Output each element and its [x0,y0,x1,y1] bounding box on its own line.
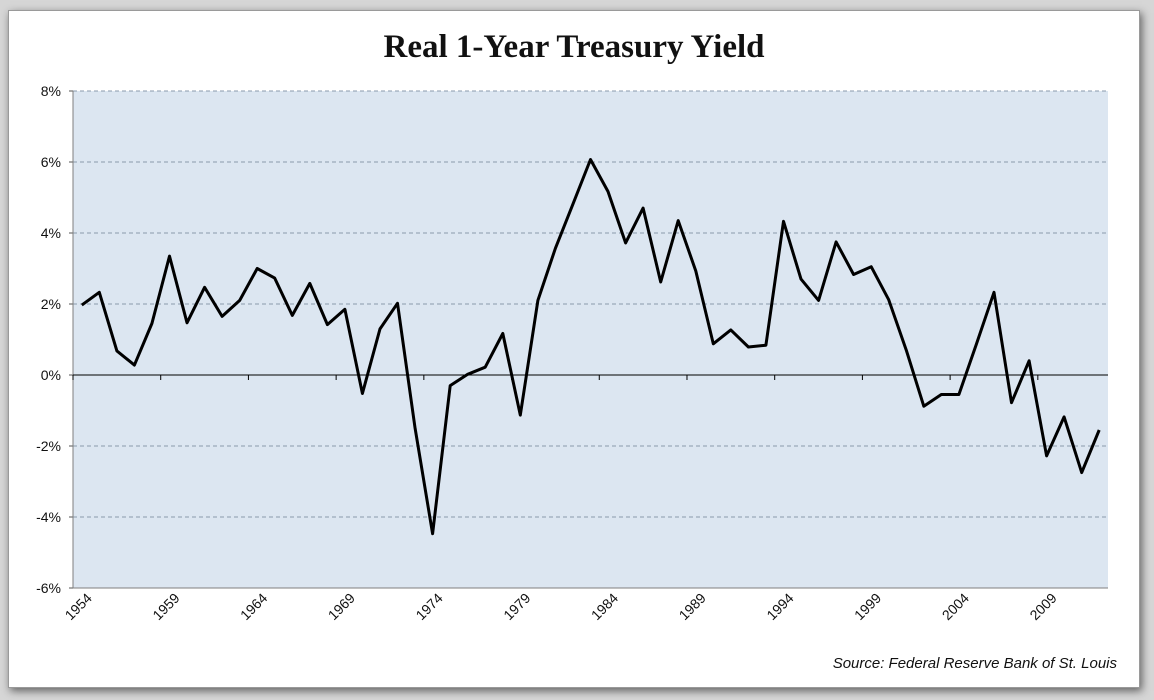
data-point [203,286,206,289]
data-point [607,190,610,193]
data-point [98,291,101,294]
x-tick-label: 1999 [851,590,884,623]
data-point [80,304,83,307]
data-point [361,392,364,395]
data-point [1028,359,1031,362]
data-point [922,405,925,408]
data-point [466,373,469,376]
data-point [501,332,504,335]
chart-title: Real 1-Year Treasury Yield [383,29,765,65]
data-point [835,240,838,243]
y-tick-label: 0% [41,367,61,383]
data-point [484,366,487,369]
chart-frame: Real 1-Year Treasury Yield 8% 6% 4% 2% 0% -2%… [8,10,1140,688]
data-point [256,267,259,270]
data-point [571,202,574,205]
y-tick-label: -4% [36,509,61,525]
plot-area: 8% 6% 4% 2% 0% -2% -4% -6%1954 1959 1964 1969 1974 1… [36,83,1108,623]
data-point [905,349,908,352]
y-tick-label: 2% [41,296,61,312]
plot-background [73,91,1108,588]
data-point [1063,415,1066,418]
x-tick-label: 1984 [588,590,621,623]
y-tick-label: 6% [41,154,61,170]
x-tick-label: 1969 [325,590,358,623]
data-point [694,269,697,272]
data-point [1010,401,1013,404]
y-tick-label: -2% [36,438,61,454]
data-point [396,302,399,305]
data-point [536,299,539,302]
data-point [115,349,118,352]
data-point [940,393,943,396]
data-point [273,277,276,280]
data-point [764,344,767,347]
data-point [852,273,855,276]
x-tick-label: 1979 [500,590,533,623]
x-tick-label: 1989 [676,590,709,623]
x-tick-label: 2009 [1026,590,1059,623]
data-point [800,278,803,281]
y-tick-label: -6% [36,580,61,596]
data-point [782,220,785,223]
data-point [343,308,346,311]
data-point [624,241,627,244]
data-point [677,219,680,222]
x-tick-label: 1994 [763,590,796,623]
data-point [1045,454,1048,457]
data-point [326,323,329,326]
data-point [957,393,960,396]
data-point [186,321,189,324]
source-note: Source: Federal Reserve Bank of St. Loui… [832,655,1117,672]
data-point [887,298,890,301]
data-point [817,299,820,302]
x-tick-label: 1964 [237,590,270,623]
y-tick-label: 8% [41,83,61,99]
chart-svg: 8% 6% 4% 2% 0% -2% -4% -6%1954 1959 1964 1969 1974 1… [36,83,1108,623]
data-point [659,280,662,283]
data-point [747,345,750,348]
data-point [221,315,224,318]
data-point [589,158,592,161]
x-tick-label: 1954 [62,590,95,623]
data-point [291,314,294,317]
data-point [729,328,732,331]
data-point [150,322,153,325]
data-point [712,342,715,345]
data-point [431,532,434,535]
series-line [80,158,1101,536]
data-point [992,291,995,294]
data-point [414,427,417,430]
data-point [308,282,311,285]
data-point [870,265,873,268]
y-tick-label: 4% [41,225,61,241]
data-point [168,255,171,258]
x-tick-label: 2004 [939,590,972,623]
data-point [975,343,978,346]
data-point [642,207,645,210]
data-point [238,299,241,302]
data-point [133,364,136,367]
data-point [554,247,557,250]
x-tick-label: 1974 [412,590,445,623]
data-point [1098,429,1101,432]
data-point [449,384,452,387]
data-point [519,414,522,417]
x-tick-label: 1959 [149,590,182,623]
data-point [1080,471,1083,474]
data-point [378,327,381,330]
